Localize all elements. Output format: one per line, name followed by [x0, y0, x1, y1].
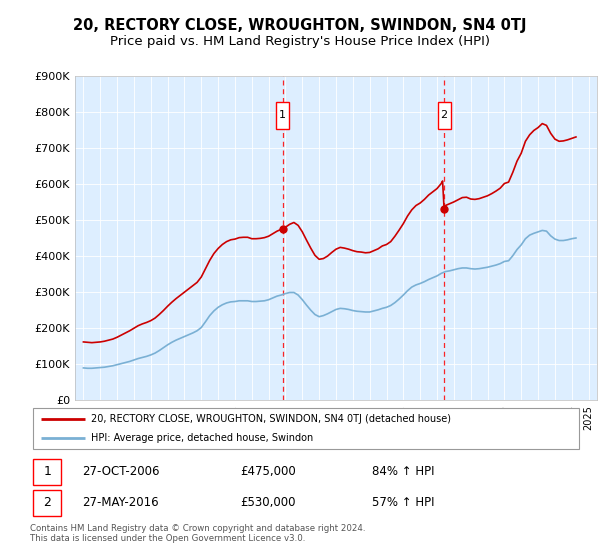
Text: 1: 1	[279, 110, 286, 120]
Bar	[437, 101, 451, 129]
Text: 27-OCT-2006: 27-OCT-2006	[82, 465, 160, 478]
Bar	[276, 101, 289, 129]
Text: £530,000: £530,000	[240, 496, 295, 509]
Text: Contains HM Land Registry data © Crown copyright and database right 2024.
This d: Contains HM Land Registry data © Crown c…	[30, 524, 365, 543]
Bar	[33, 489, 61, 516]
Text: 2: 2	[440, 110, 448, 120]
Text: 20, RECTORY CLOSE, WROUGHTON, SWINDON, SN4 0TJ (detached house): 20, RECTORY CLOSE, WROUGHTON, SWINDON, S…	[91, 413, 451, 423]
Text: 57% ↑ HPI: 57% ↑ HPI	[372, 496, 435, 509]
Text: 27-MAY-2016: 27-MAY-2016	[82, 496, 159, 509]
Text: Price paid vs. HM Land Registry's House Price Index (HPI): Price paid vs. HM Land Registry's House …	[110, 35, 490, 49]
Text: 1: 1	[43, 465, 51, 478]
Text: 20, RECTORY CLOSE, WROUGHTON, SWINDON, SN4 0TJ: 20, RECTORY CLOSE, WROUGHTON, SWINDON, S…	[73, 18, 527, 32]
Bar	[33, 459, 61, 485]
Text: 84% ↑ HPI: 84% ↑ HPI	[372, 465, 435, 478]
Text: £475,000: £475,000	[240, 465, 296, 478]
Text: HPI: Average price, detached house, Swindon: HPI: Average price, detached house, Swin…	[91, 433, 313, 444]
Text: 2: 2	[43, 496, 51, 509]
